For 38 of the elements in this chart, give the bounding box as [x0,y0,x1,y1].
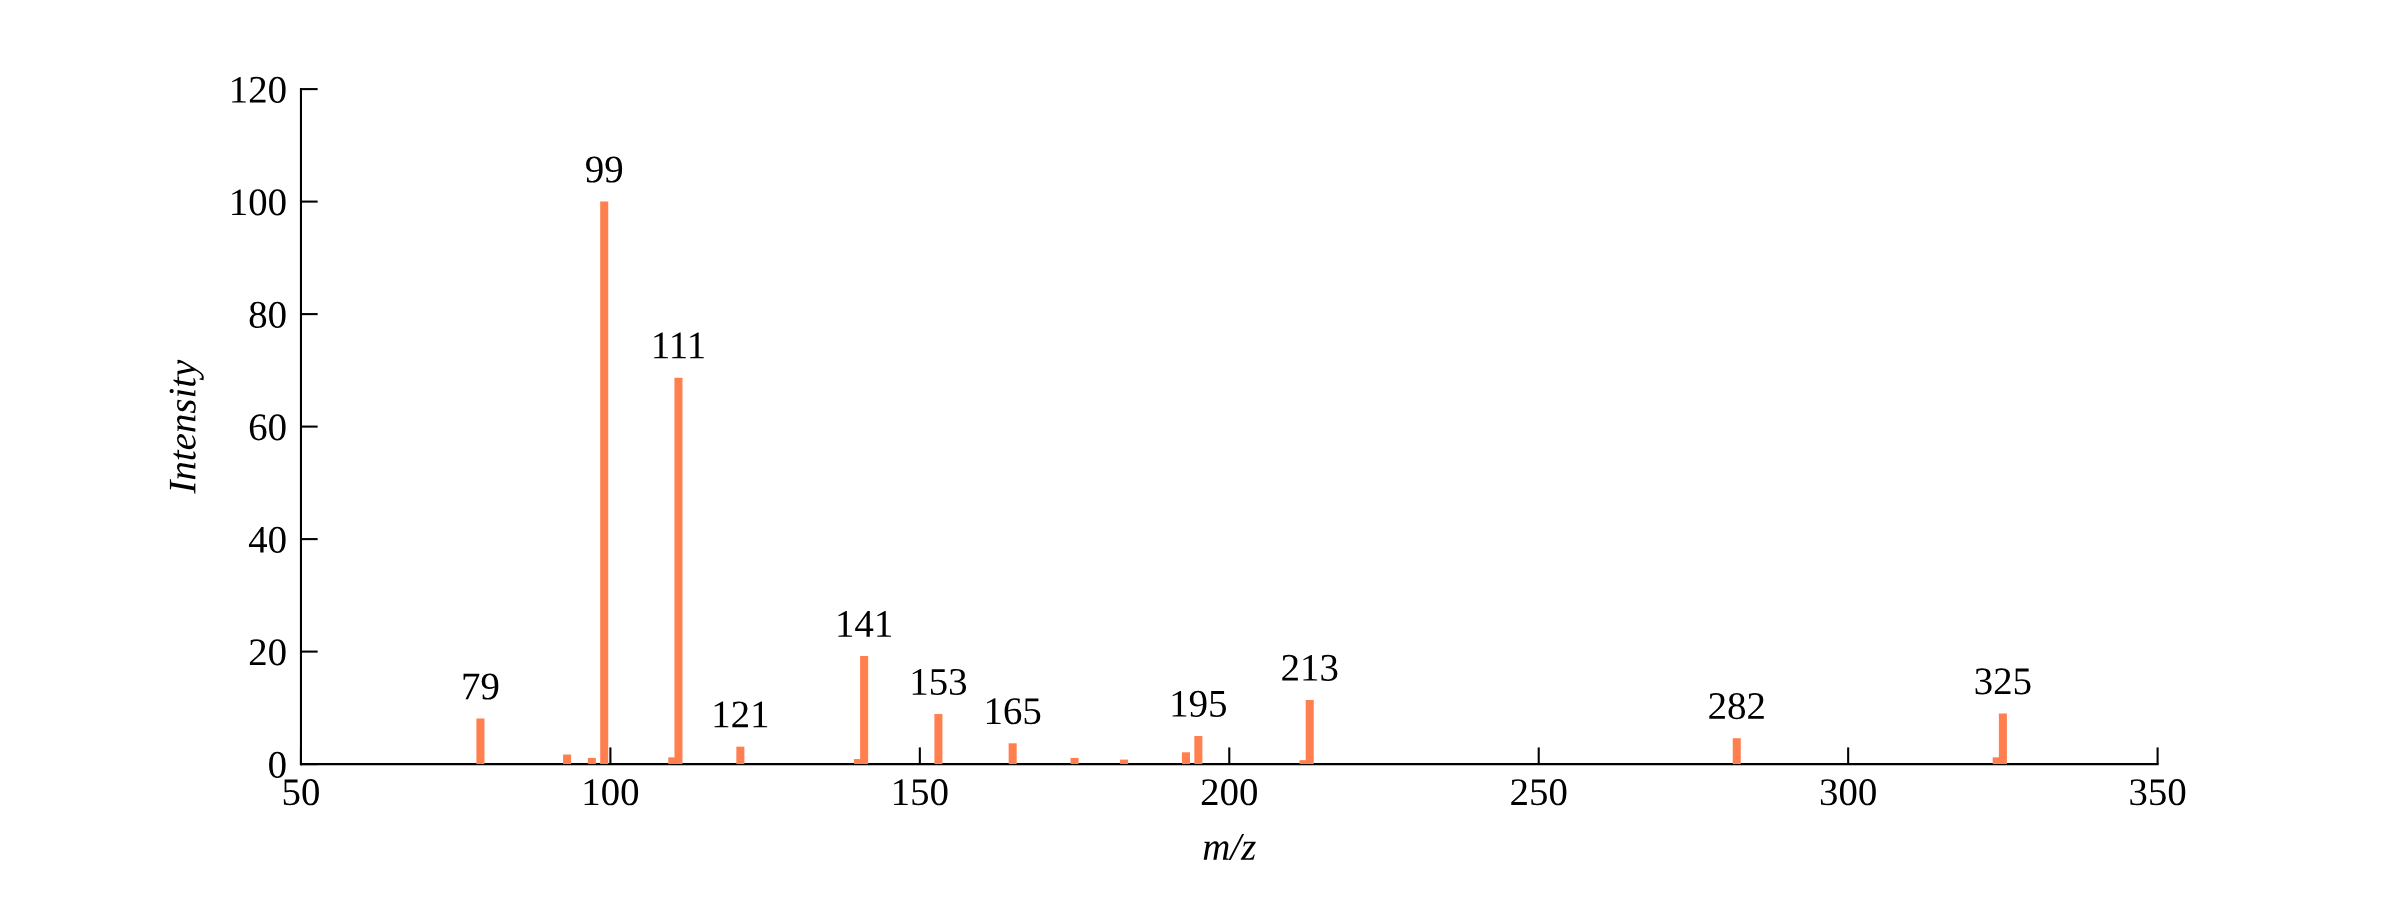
annotation: 282 [1709,692,1764,720]
bar [587,757,596,765]
x-tick-label: 250 [1511,779,1567,806]
y-tick-label: 120 [232,76,286,103]
bar [1181,752,1190,765]
annotation: 325 [1975,668,2031,695]
x-axis-title: m/z [1203,834,1256,861]
y-tick-label: 80 [249,301,286,328]
bar [934,714,943,765]
bar [1732,738,1741,765]
bar [600,201,609,765]
annotation: 153 [912,668,967,696]
bar [1008,743,1017,765]
y-tick-label: 20 [249,639,286,666]
x-tick-label: 300 [1820,779,1876,806]
annotation: 121 [714,701,768,728]
x-tick-label: 150 [894,779,948,806]
bar [736,746,745,765]
y-tick-label: 40 [248,526,286,553]
annotation: 195 [1172,690,1226,717]
y-tick-label: 60 [249,414,286,441]
x-tick-label: 50 [283,779,319,806]
annotation: 165 [986,698,1041,725]
y-tick-label: 0 [269,751,286,778]
annotation: 79 [463,673,499,700]
bar [563,754,572,765]
y-tick-label: 100 [232,189,286,216]
x-tick-label: 200 [1201,779,1257,806]
annotation: 111 [654,332,704,359]
bar [1194,735,1203,765]
annotation: 141 [838,611,891,637]
bar [476,718,485,765]
annotation: 213 [1282,654,1338,681]
annotation: 99 [586,156,623,183]
x-tick-label: 100 [584,779,639,806]
x-tick-label: 350 [2130,779,2186,806]
bar [1070,757,1079,765]
y-axis-title: Intensity [169,359,204,494]
